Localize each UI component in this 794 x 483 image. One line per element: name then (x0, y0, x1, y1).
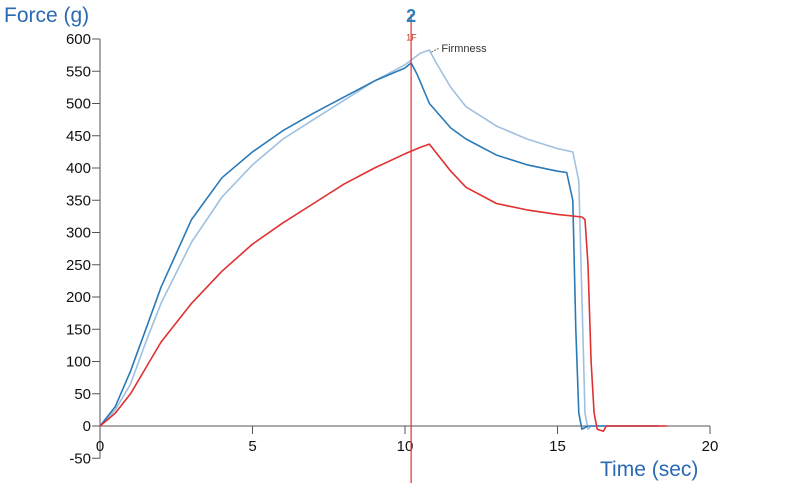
x-axis: 0 5 10 15 20 (96, 425, 719, 455)
x-tick-label: 10 (397, 438, 414, 455)
y-tick-group: -50 0 50 100 150 200 250 300 350 400 450 500 550 600 (66, 31, 100, 467)
y-tick-label: 50 (74, 386, 91, 403)
y-tick-label: 250 (66, 257, 91, 274)
y-axis-title: Force (g) (4, 4, 89, 27)
y-tick-label: 150 (66, 321, 91, 338)
series-line (99, 143, 668, 432)
annotation-firmness: Firmness (441, 43, 487, 55)
y-axis: -50 0 50 100 150 200 250 300 350 400 450 500 550 600 (66, 31, 101, 467)
y-tick-label: 400 (66, 160, 91, 177)
y-tick-label: 600 (66, 31, 91, 48)
annotation-leader (431, 47, 440, 53)
x-tick-group: 0 5 10 15 20 (96, 426, 719, 455)
series-line (99, 62, 659, 430)
y-tick-label: 500 (66, 96, 91, 113)
x-axis-title: Time (sec) (600, 458, 698, 481)
annotation-layer: Firmness 1F (406, 32, 487, 55)
y-tick-label: 0 (83, 418, 91, 435)
x-tick-label: 15 (549, 438, 566, 455)
y-tick-label: 450 (66, 128, 91, 145)
y-tick-label: -50 (69, 450, 91, 467)
y-tick-label: 200 (66, 289, 91, 306)
series-line (99, 49, 665, 430)
y-tick-label: 350 (66, 192, 91, 209)
x-tick-label: 5 (248, 438, 256, 455)
x-tick-label: 0 (96, 438, 104, 455)
x-tick-label: 20 (702, 438, 719, 455)
y-tick-label: 100 (66, 354, 91, 371)
series-layer (99, 49, 668, 432)
marker-label: 2 (406, 6, 416, 26)
y-tick-label: 300 (66, 225, 91, 242)
marker-layer: 2 (406, 6, 416, 483)
annotation-marker-tag: 1F (406, 32, 417, 42)
y-tick-label: 550 (66, 63, 91, 80)
